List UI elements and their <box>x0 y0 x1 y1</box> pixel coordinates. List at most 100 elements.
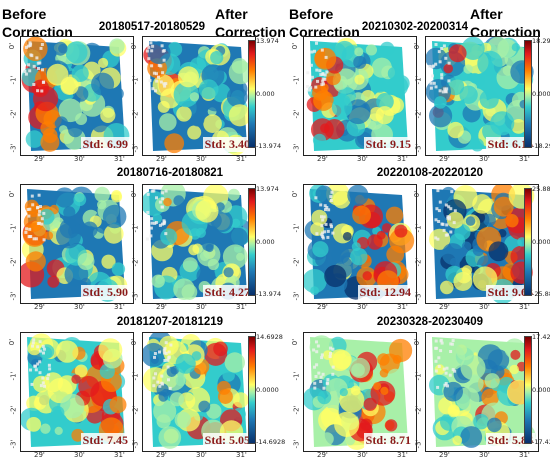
map-speckle <box>313 381 317 385</box>
map-speckle <box>40 217 44 221</box>
map-blob <box>109 38 125 54</box>
map-speckle <box>441 90 445 94</box>
displacement-map <box>21 333 127 447</box>
map-speckle <box>321 372 325 376</box>
x-tick-label: 29' <box>34 303 45 311</box>
y-tick-label: -3' <box>414 143 423 153</box>
map-speckle <box>158 384 162 388</box>
y-tick-label: -1' <box>292 75 301 85</box>
map-speckle <box>316 344 320 348</box>
map-blob <box>376 230 386 240</box>
map-blob <box>181 284 198 300</box>
colorbar-min-label: -18.2967 <box>532 142 550 150</box>
map-blob <box>483 213 496 227</box>
map-speckle <box>431 74 434 78</box>
map-blob <box>156 414 171 429</box>
map-speckle <box>443 383 447 387</box>
x-tick-label: 31' <box>114 155 125 163</box>
map-blob <box>493 196 514 217</box>
map-speckle <box>149 234 153 238</box>
map-blob <box>151 274 165 288</box>
map-blob <box>447 121 464 139</box>
y-tick-label: -3' <box>292 291 301 301</box>
map-speckle <box>451 339 455 342</box>
y-tick-label: 0' <box>291 42 300 50</box>
x-tick-label: 31' <box>519 451 530 459</box>
x-tick-label: 30' <box>357 303 368 311</box>
map-speckle <box>449 342 453 346</box>
map-speckle <box>162 82 166 86</box>
before-correction-map-panel: 0' -1' -2' -3' 29' 30' 31' Std: 7.45 <box>8 332 134 459</box>
y-tick-label: -2' <box>9 109 18 119</box>
map-blob <box>205 243 214 253</box>
map-speckle <box>432 81 436 85</box>
map-speckle <box>331 231 335 235</box>
map-speckle <box>35 56 39 60</box>
map-speckle <box>146 211 150 214</box>
map-blob <box>98 338 123 363</box>
map-speckle <box>32 83 36 86</box>
map-blob <box>484 373 500 389</box>
map-speckle <box>26 44 30 48</box>
map-speckle <box>38 360 42 364</box>
map-speckle <box>37 67 40 70</box>
std-value-label: Std: 7.45 <box>80 433 130 448</box>
colorbar-max-label: 25.8891 <box>532 185 550 193</box>
map-blob <box>331 96 353 118</box>
map-speckle <box>326 235 330 239</box>
map-speckle <box>160 222 164 226</box>
map-blob <box>223 267 234 278</box>
colorbar-mid-label: 0.000 <box>256 90 275 98</box>
map-blob <box>228 104 251 127</box>
map-blob <box>160 228 178 246</box>
map-frame <box>303 36 417 156</box>
map-speckle <box>323 230 327 234</box>
map-speckle <box>329 223 333 227</box>
map-blob <box>228 227 248 248</box>
map-speckle <box>36 345 40 349</box>
map-speckle <box>43 384 46 388</box>
map-frame <box>425 184 539 304</box>
map-speckle <box>148 79 152 83</box>
map-blob <box>40 423 51 434</box>
map-blob <box>477 50 503 76</box>
map-speckle <box>36 222 40 225</box>
map-blob <box>43 372 63 393</box>
map-blob <box>182 257 198 273</box>
map-speckle <box>160 205 164 209</box>
x-tick-label: 29' <box>156 155 167 163</box>
map-frame <box>425 36 539 156</box>
map-blob <box>110 87 124 101</box>
map-blob <box>312 241 329 258</box>
map-blob <box>385 206 404 224</box>
colorbar-max-label: 13.974 <box>256 37 279 45</box>
map-blob <box>479 89 499 109</box>
x-tick-label: 31' <box>236 303 247 311</box>
map-blob <box>25 130 44 148</box>
map-speckle <box>443 87 447 91</box>
y-tick-label: -1' <box>414 223 423 233</box>
map-speckle <box>306 85 309 88</box>
map-blob <box>365 44 377 56</box>
x-tick-label: 29' <box>317 451 328 459</box>
map-speckle <box>167 350 171 354</box>
map-speckle <box>447 61 451 65</box>
std-value-label: Std: 6.15 <box>485 137 535 152</box>
map-blob <box>351 363 365 377</box>
x-tick-label: 29' <box>34 451 45 459</box>
x-tick-label: 29' <box>439 155 450 163</box>
map-blob <box>342 232 352 241</box>
std-value-label: Std: 8.71 <box>363 433 413 448</box>
map-speckle <box>445 87 449 91</box>
map-speckle <box>28 69 32 73</box>
map-speckle <box>437 220 441 223</box>
y-tick-label: -1' <box>131 75 140 85</box>
map-speckle <box>319 203 323 207</box>
map-speckle <box>445 366 449 370</box>
colorbar-max-label: 17.4244 <box>532 333 550 341</box>
map-blob <box>197 243 221 267</box>
map-blob <box>174 411 191 428</box>
map-blob <box>465 216 476 226</box>
colorbar <box>524 40 532 148</box>
y-tick-label: -1' <box>9 75 18 85</box>
